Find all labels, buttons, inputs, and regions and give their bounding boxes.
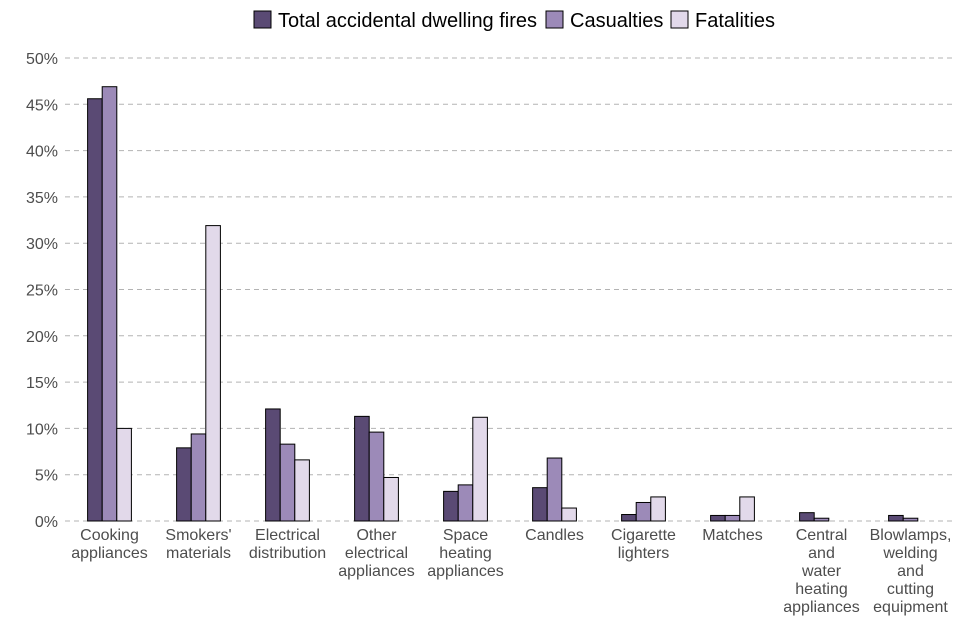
legend-label: Fatalities — [695, 10, 775, 32]
bar-2-1 — [101, 86, 118, 522]
y-axis: 0% 5% 10% 15% 20% 25% 30% 35% 40% 45% 50% — [26, 51, 58, 531]
x-tick-label: Electrical distribution — [249, 527, 326, 562]
y-tick-label: 40% — [26, 144, 58, 161]
bar-2-10 — [902, 517, 919, 522]
bar-2-4 — [368, 431, 385, 522]
bar-1-4 — [354, 415, 370, 522]
y-tick-label: 15% — [26, 375, 58, 392]
y-tick-label: 0% — [35, 514, 58, 531]
bar-2-2 — [190, 433, 207, 522]
x-axis: Cooking appliances Smokers' materials Electr… — [71, 527, 951, 616]
bar-1-9 — [799, 512, 815, 522]
x-tick-label: Cooking appliances — [71, 527, 148, 562]
bar-3-2 — [205, 225, 221, 522]
bar-1-1 — [87, 98, 103, 522]
y-tick-label: 30% — [26, 236, 58, 253]
x-tick-label: Other electrical appliances — [338, 527, 415, 580]
bar-2-5 — [457, 484, 474, 522]
bar-1-6 — [532, 487, 548, 522]
y-tick-label: 20% — [26, 329, 58, 346]
bar-2-7 — [635, 501, 652, 522]
y-tick-label: 45% — [26, 97, 58, 114]
bar-3-3 — [294, 459, 310, 522]
y-tick-label: 35% — [26, 190, 58, 207]
y-tick-label: 10% — [26, 421, 58, 438]
y-tick-label: 5% — [35, 468, 58, 485]
bar-1-7 — [621, 514, 637, 522]
x-tick-label: Cigarette lighters — [611, 527, 676, 562]
legend-swatch — [253, 10, 272, 29]
y-tick-label: 50% — [26, 51, 58, 68]
legend-swatch — [670, 10, 689, 29]
bar-3-8 — [739, 496, 755, 522]
bar-2-9 — [813, 517, 830, 522]
bar-2-6 — [546, 457, 563, 522]
x-tick-label: Matches — [702, 527, 762, 544]
legend-swatch — [545, 10, 564, 29]
x-tick-label: Blowlamps, welding and cutting equipment — [870, 527, 952, 616]
legend-label: Casualties — [570, 10, 663, 32]
bar-1-10 — [888, 514, 904, 522]
chart-legend: Total accidental dwelling fires Casualtie… — [253, 10, 775, 32]
legend-label: Total accidental dwelling fires — [278, 10, 537, 32]
bar-1-8 — [710, 514, 726, 522]
bar-3-7 — [650, 496, 666, 522]
bar-3-6 — [561, 507, 577, 522]
bar-3-5 — [472, 416, 488, 522]
bar-1-5 — [443, 490, 459, 522]
x-tick-label: Space heating appliances — [427, 527, 504, 580]
x-tick-label: Candles — [525, 527, 584, 544]
x-tick-label: Smokers' materials — [165, 527, 231, 562]
bar-1-3 — [265, 408, 281, 522]
x-tick-label: Central and water heating appliances — [783, 527, 860, 616]
bar-2-3 — [279, 443, 296, 522]
bar-3-4 — [383, 476, 399, 522]
bar-3-1 — [116, 427, 132, 522]
chart-bars — [87, 86, 919, 522]
bar-1-2 — [176, 447, 192, 522]
bar-2-8 — [724, 514, 741, 522]
y-tick-label: 25% — [26, 283, 58, 300]
